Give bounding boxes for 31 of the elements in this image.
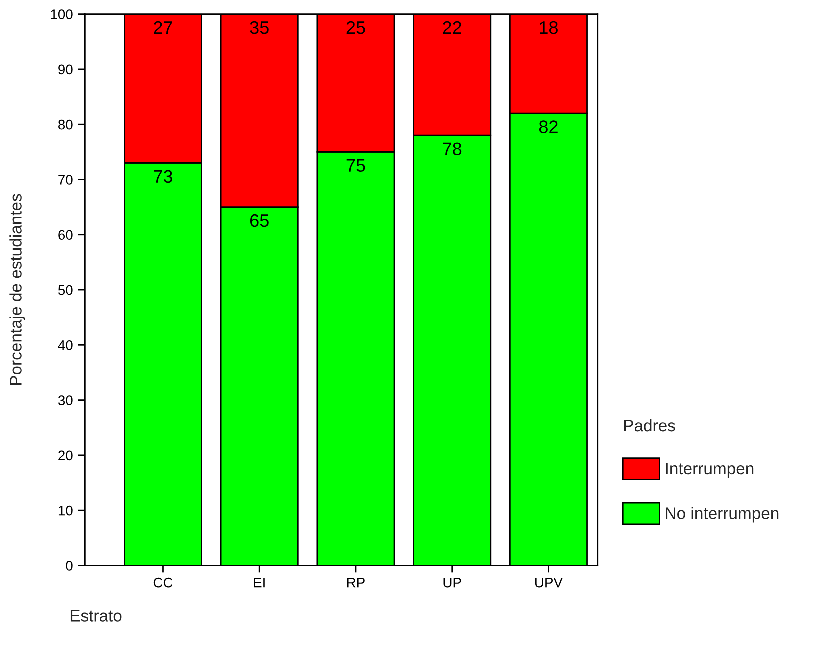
- legend-label: Interrumpen: [666, 463, 754, 478]
- x-tick-label: UP: [444, 578, 462, 588]
- y-axis-title: Porcentaje de estudiantes: [10, 194, 26, 386]
- data-label: 25: [346, 21, 366, 34]
- y-tick-label: 100: [51, 10, 73, 20]
- y-tick-label: 0: [66, 561, 73, 571]
- x-tick-label: CC: [154, 578, 173, 588]
- y-tick-label: 10: [58, 506, 73, 516]
- data-label: 65: [250, 214, 269, 228]
- y-tick-label: 40: [58, 340, 73, 350]
- x-tick-label: UPV: [536, 578, 563, 588]
- data-label: 35: [250, 21, 269, 34]
- y-tick-label: 70: [58, 175, 73, 185]
- data-label: 27: [154, 21, 172, 34]
- data-label: 22: [443, 21, 462, 34]
- data-label: 78: [443, 142, 462, 156]
- data-label: 73: [154, 170, 172, 184]
- y-tick-label: 20: [58, 450, 73, 461]
- legend-label: No interrumpen: [666, 507, 779, 523]
- data-label: 75: [346, 159, 366, 172]
- y-tick-label: 80: [58, 120, 73, 130]
- x-tick-label: EI: [254, 578, 265, 588]
- y-tick-label: 30: [58, 396, 73, 406]
- x-axis-title: Estrato: [70, 610, 122, 622]
- y-tick-label: 90: [58, 64, 73, 75]
- data-label: 82: [539, 120, 558, 134]
- x-tick-label: RP: [347, 578, 365, 588]
- y-tick-label: 50: [58, 285, 73, 296]
- legend-title: Padres: [624, 419, 676, 432]
- y-tick-label: 60: [58, 230, 73, 240]
- data-label: 18: [540, 21, 558, 34]
